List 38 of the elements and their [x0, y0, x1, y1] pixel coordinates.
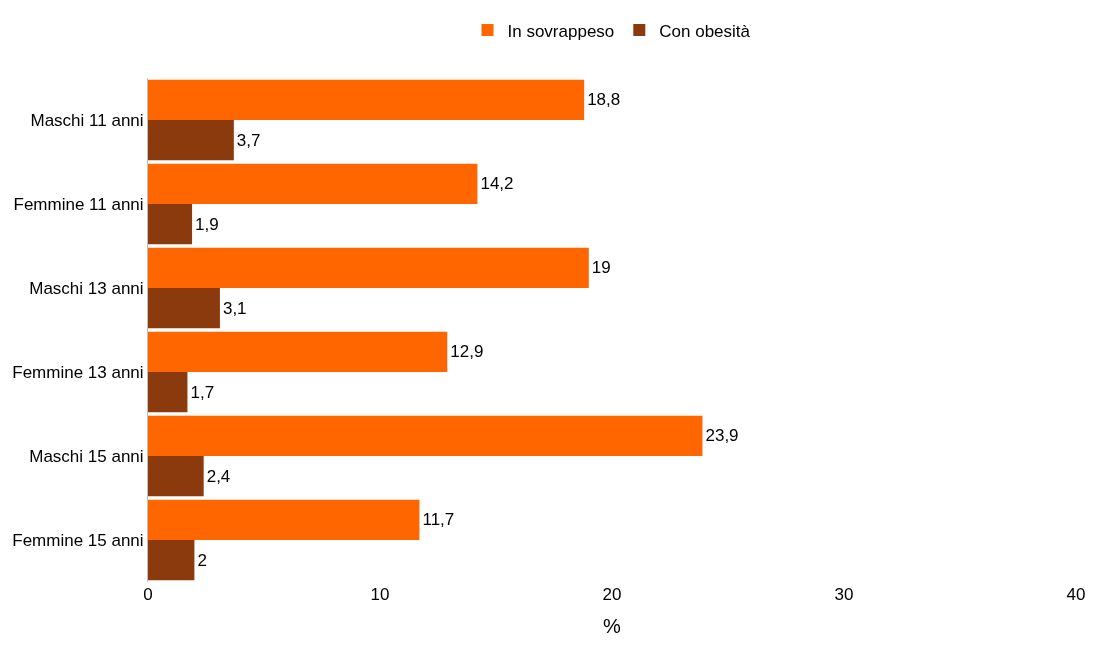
y-tick-label: Maschi 15 anni: [29, 446, 144, 466]
bar: [148, 79, 585, 120]
bar: [148, 372, 188, 413]
data-label: 12,9: [450, 342, 484, 362]
data-label: 3,1: [222, 298, 247, 318]
x-tick-label: 40: [1066, 585, 1086, 604]
data-label: 2,4: [206, 466, 231, 486]
data-label: 11,7: [422, 510, 455, 530]
data-label: 14,2: [480, 174, 514, 194]
y-tick-label: Femmine 15 anni: [12, 530, 144, 550]
legend-label: Con obesità: [659, 21, 751, 41]
data-label: 19: [591, 258, 611, 278]
y-tick-label: Femmine 11 anni: [13, 194, 144, 214]
x-tick-label: 0: [143, 585, 153, 604]
bar: [148, 204, 193, 245]
x-tick-label: 10: [370, 585, 390, 604]
bar: [148, 540, 195, 581]
bar: [148, 499, 420, 540]
x-tick-label: 20: [602, 585, 622, 604]
bar: [148, 415, 703, 456]
data-label: 3,7: [236, 130, 261, 150]
legend-label: In sovrappeso: [507, 21, 615, 41]
bar: [148, 247, 589, 288]
x-tick-label: 30: [834, 585, 854, 604]
y-tick-label: Maschi 13 anni: [29, 278, 144, 298]
bar: [148, 163, 478, 204]
bar: [148, 331, 448, 372]
bar: [148, 288, 220, 329]
data-label: 1,7: [190, 382, 215, 402]
y-tick-label: Femmine 13 anni: [12, 362, 144, 382]
data-label: 18,8: [587, 90, 621, 110]
data-label: 23,9: [705, 426, 739, 446]
bar: [148, 120, 234, 161]
data-label: 2: [197, 550, 207, 570]
data-label: 1,9: [195, 214, 219, 234]
y-tick-label: Maschi 11 anni: [30, 110, 144, 130]
x-axis-title: %: [603, 614, 622, 637]
bar: [148, 456, 204, 497]
